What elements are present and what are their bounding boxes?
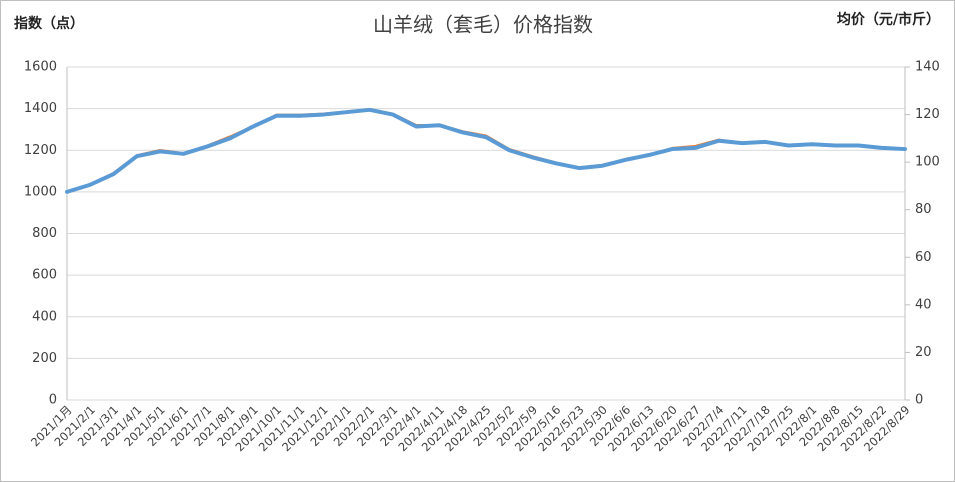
y-tick-label: 1000 <box>24 184 57 199</box>
y2-tick-label: 80 <box>915 202 932 217</box>
y2-tick-label: 20 <box>915 345 932 360</box>
y2-tick-label: 100 <box>915 155 940 170</box>
y-tick-label: 1400 <box>24 101 57 116</box>
y-tick-label: 800 <box>32 226 57 241</box>
y2-tick-label: 140 <box>915 60 940 75</box>
y2-axis-title: 均价（元/市斤） <box>837 11 940 28</box>
y2-tick-label: 120 <box>915 107 940 122</box>
y-tick-label: 1600 <box>24 60 57 75</box>
data-line <box>65 107 907 194</box>
y-tick-label: 1200 <box>24 143 57 158</box>
y2-tick-label: 60 <box>915 250 932 265</box>
y-tick-label: 0 <box>49 393 57 408</box>
chart-title: 山羊绒（套毛）价格指数 <box>373 13 593 37</box>
y-tick-label: 200 <box>32 351 57 366</box>
y2-tick-label: 0 <box>915 393 923 408</box>
y-tick-label: 600 <box>32 268 57 283</box>
y-axis-title: 指数（点） <box>14 15 84 32</box>
y2-tick-label: 40 <box>915 297 932 312</box>
y-tick-label: 400 <box>32 309 57 324</box>
